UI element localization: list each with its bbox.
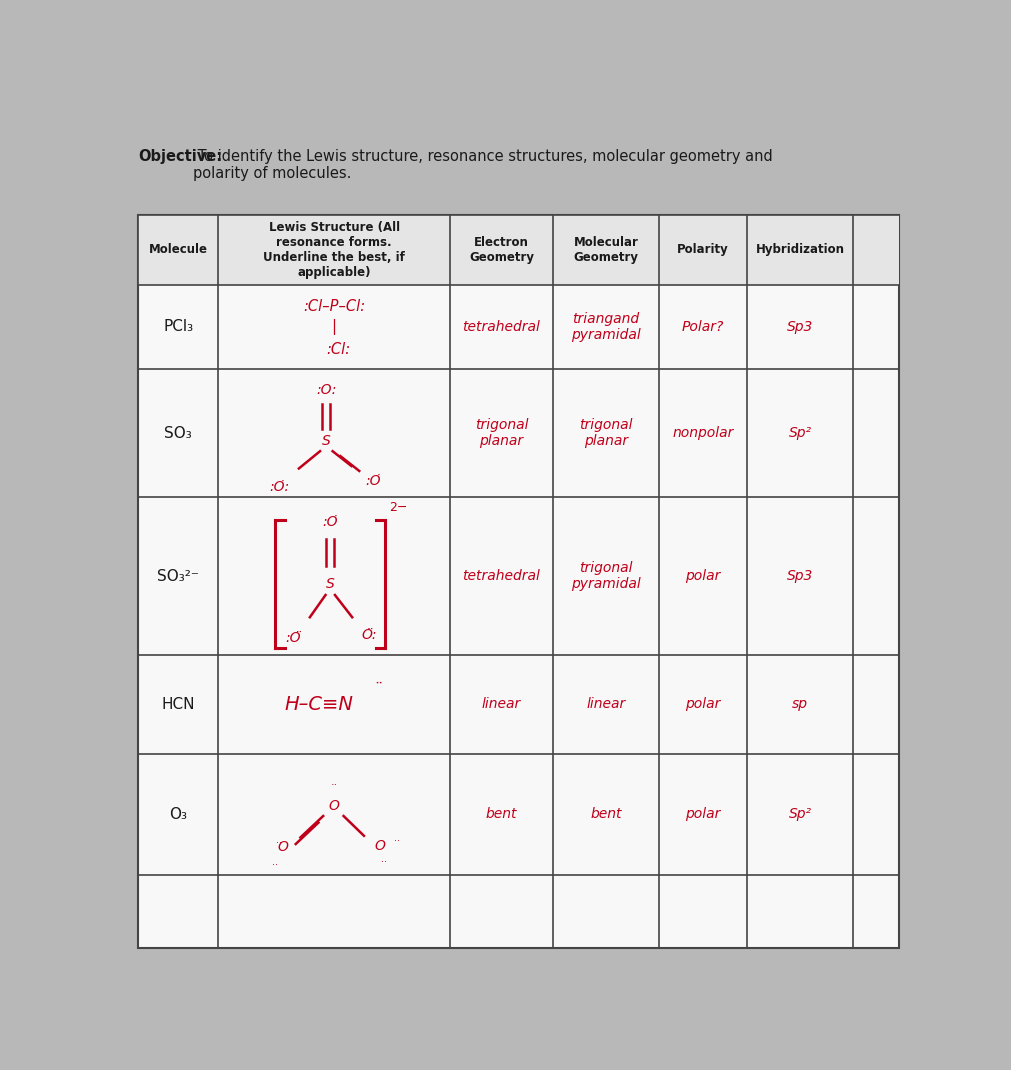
Text: Objective:: Objective: [139, 149, 222, 164]
Text: Sp3: Sp3 [787, 320, 813, 334]
Text: ··: ·· [393, 837, 399, 846]
Text: :Cl–P–Cl:: :Cl–P–Cl: [303, 299, 365, 314]
Text: HCN: HCN [162, 697, 195, 712]
Bar [139, 215, 898, 948]
Text: triangand
pyramidal: triangand pyramidal [570, 311, 640, 341]
Text: trigonal
planar: trigonal planar [579, 418, 632, 448]
Text: S: S [326, 578, 335, 592]
Text: polar: polar [684, 569, 720, 583]
Text: :Cl:: :Cl: [326, 342, 350, 357]
Text: Sp3: Sp3 [787, 569, 813, 583]
Text: trigonal
planar: trigonal planar [474, 418, 528, 448]
Text: O: O [329, 799, 340, 813]
Text: ··: ·· [276, 838, 282, 849]
Text: :Ȯ:: :Ȯ: [269, 479, 289, 493]
Text: Hybridization: Hybridization [755, 243, 844, 256]
Text: O₃: O₃ [169, 807, 187, 822]
Text: linear: linear [481, 698, 521, 712]
Text: Sp²: Sp² [788, 808, 811, 822]
Text: linear: linear [586, 698, 625, 712]
Text: bent: bent [485, 808, 517, 822]
Text: SO₃: SO₃ [164, 426, 192, 441]
Text: tetrahedral: tetrahedral [462, 320, 540, 334]
Text: To identify the Lewis structure, resonance structures, molecular geometry and
po: To identify the Lewis structure, resonan… [193, 149, 772, 182]
Text: nonpolar: nonpolar [671, 426, 733, 440]
Text: :Ö: :Ö [284, 631, 300, 645]
Text: H–C≡N: H–C≡N [284, 694, 353, 714]
Text: O: O [374, 839, 385, 853]
Text: trigonal
pyramidal: trigonal pyramidal [570, 561, 640, 591]
Text: bent: bent [589, 808, 622, 822]
Text: :O:: :O: [315, 383, 337, 397]
Text: :Ȯ: :Ȯ [323, 516, 338, 530]
Text: Sp²: Sp² [788, 426, 811, 440]
Text: Electron
Geometry: Electron Geometry [468, 235, 534, 263]
Text: ¨: ¨ [374, 681, 382, 699]
Text: polar: polar [684, 698, 720, 712]
Text: O: O [277, 840, 288, 854]
Text: ··: ·· [272, 860, 278, 870]
Text: 2−: 2− [388, 501, 407, 514]
Text: ··: ·· [380, 857, 386, 867]
Text: Molecule: Molecule [149, 243, 207, 256]
Text: tetrahedral: tetrahedral [462, 569, 540, 583]
Text: :Ȯ: :Ȯ [365, 474, 381, 488]
Text: ··: ·· [331, 780, 338, 791]
Text: Polar?: Polar? [681, 320, 724, 334]
Text: sp: sp [792, 698, 808, 712]
Text: S: S [321, 434, 331, 448]
Text: Polarity: Polarity [676, 243, 728, 256]
Text: Lewis Structure (All
resonance forms.
Underline the best, if
applicable): Lewis Structure (All resonance forms. Un… [263, 220, 404, 279]
Bar [139, 215, 898, 285]
Text: Ö:: Ö: [361, 628, 377, 642]
Text: PCl₃: PCl₃ [163, 319, 193, 334]
Text: SO₃²⁻: SO₃²⁻ [157, 568, 199, 583]
Text: |: | [332, 319, 337, 335]
Text: Molecular
Geometry: Molecular Geometry [573, 235, 638, 263]
Text: polar: polar [684, 808, 720, 822]
